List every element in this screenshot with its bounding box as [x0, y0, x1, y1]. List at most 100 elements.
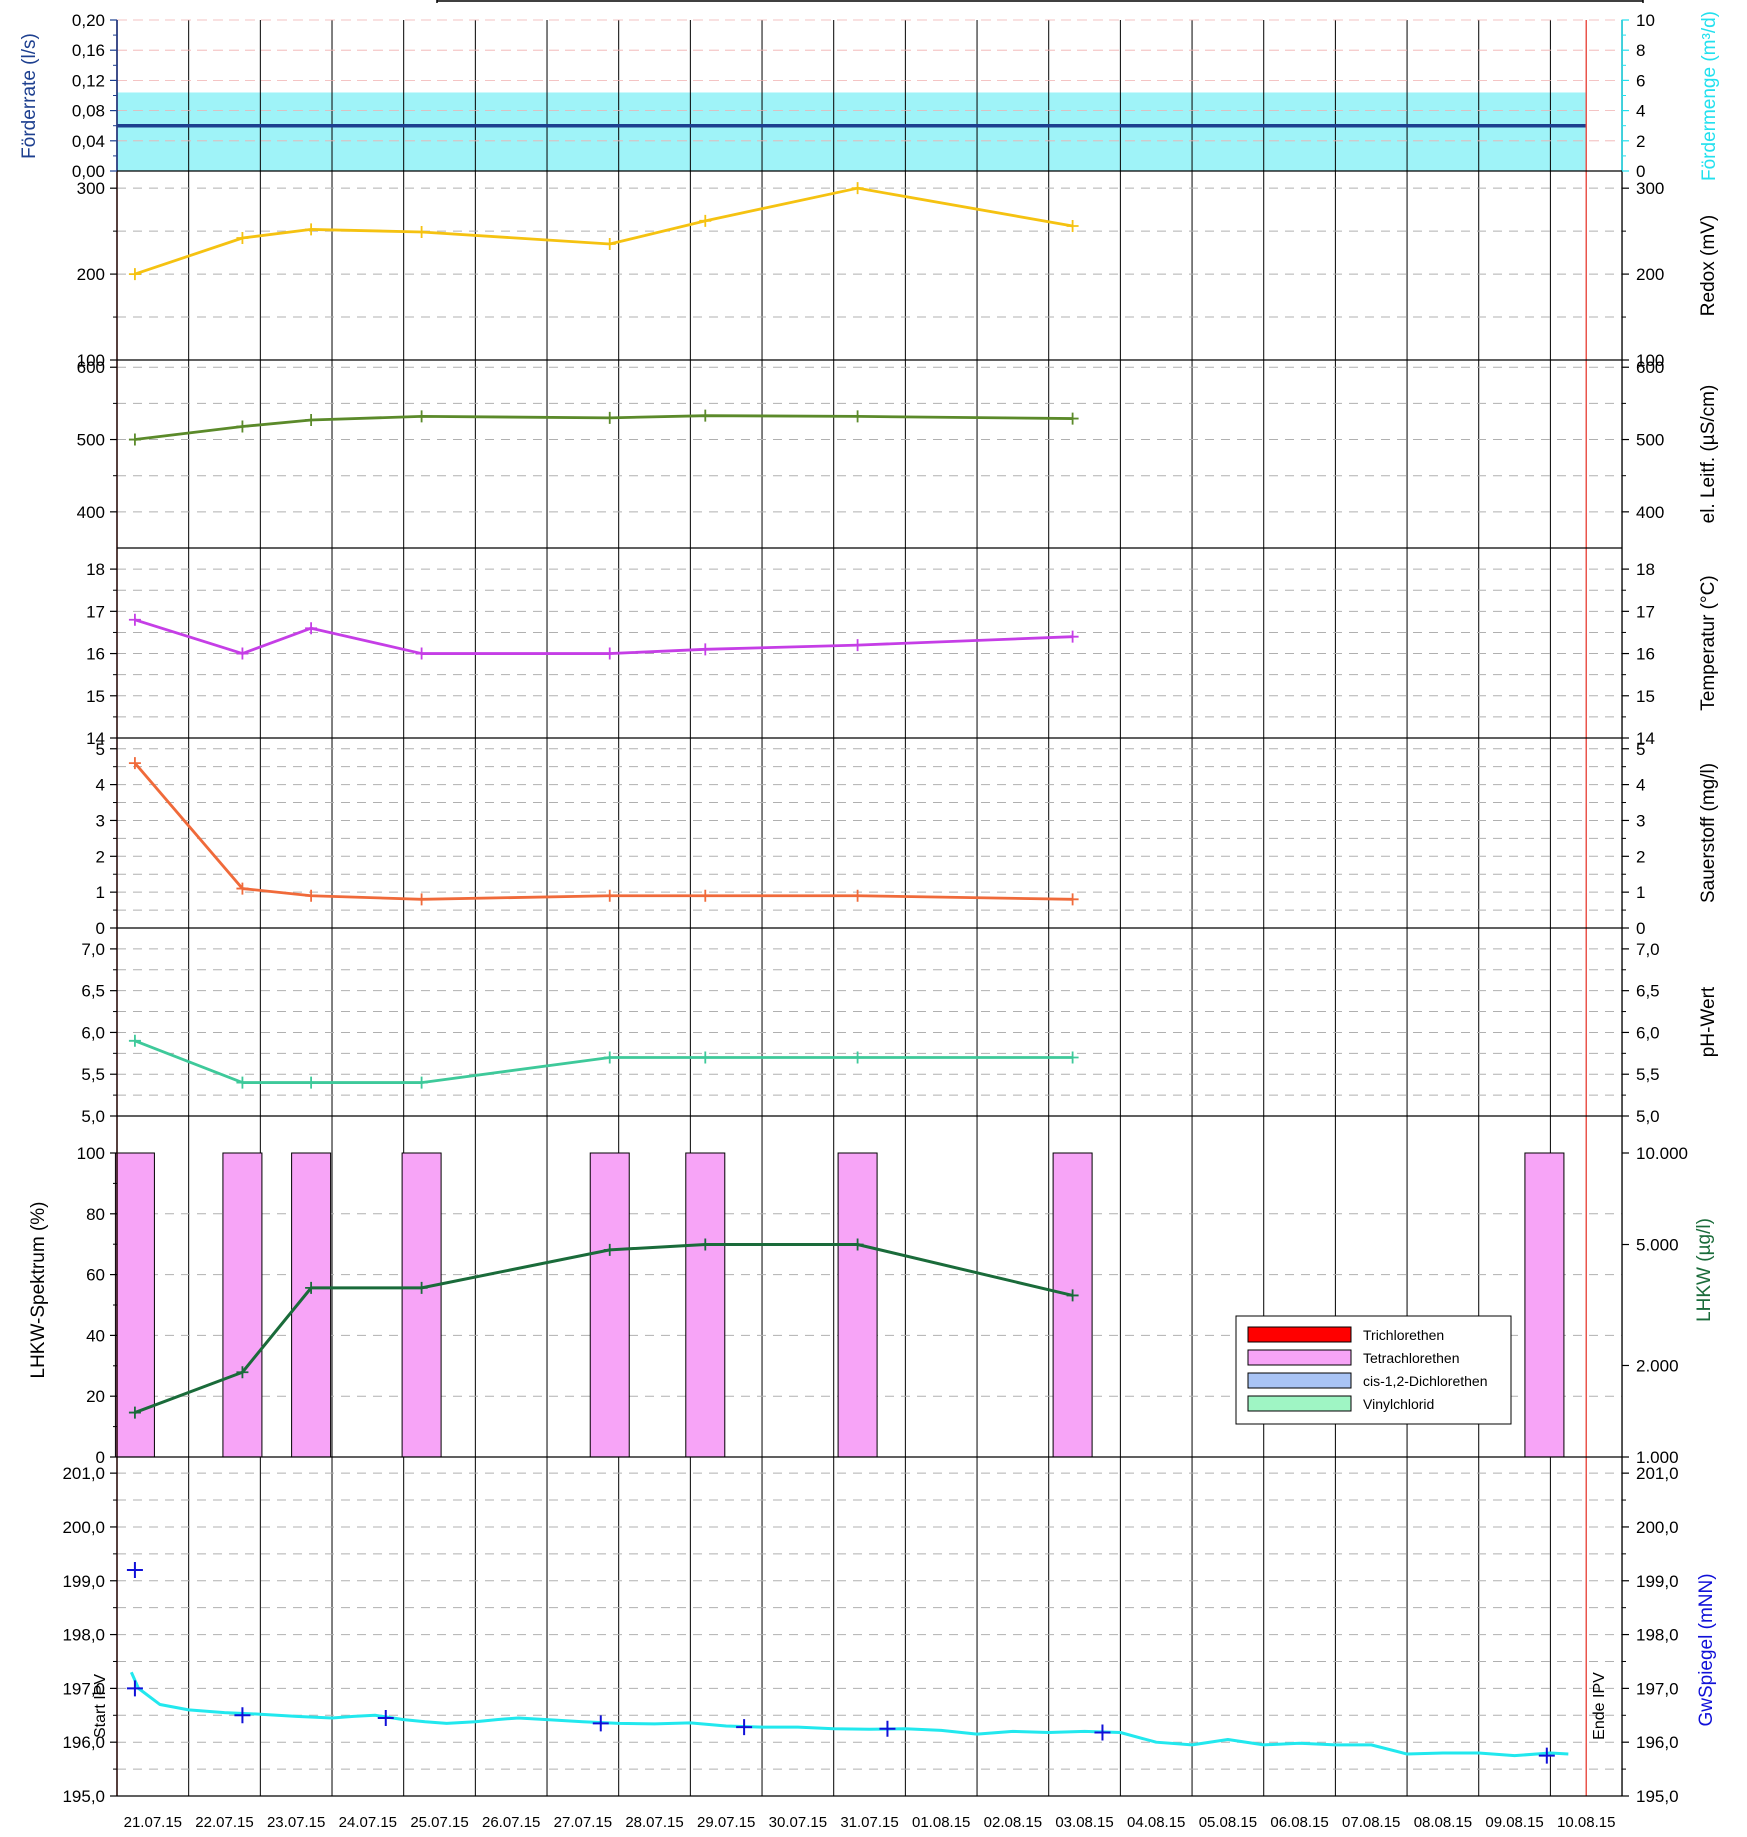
- lhkw-left-tick-label-0: 0: [96, 1448, 105, 1467]
- oxygen-right-tick-label-5: 5: [1636, 740, 1645, 759]
- gw-right-tick-label-3: 198,0: [1636, 1626, 1679, 1645]
- ec-right-tick-label-0: 400: [1636, 503, 1664, 522]
- ec-point-0: [128, 433, 141, 446]
- ec-point-5: [699, 409, 712, 422]
- temp-left-tick-label-4: 18: [86, 560, 105, 579]
- legend-swatch-2: [1247, 1372, 1352, 1389]
- redox-point-6: [851, 182, 864, 195]
- legend-layer: Trichlorethen Tetrachlorethen cis-1,2-Dich…: [1235, 1315, 1512, 1425]
- lhkw-bar-3-0: [401, 1152, 442, 1458]
- gw-left-tick-label-3: 198,0: [62, 1626, 105, 1645]
- redox-right-axis-title: Redox (mV): [1698, 215, 1719, 316]
- lhkw-left-tick-label-5: 100: [77, 1144, 105, 1163]
- gw-right-tick-label-2: 197,0: [1636, 1679, 1679, 1698]
- x-date-label-1: 22.07.15: [195, 1814, 253, 1831]
- lhkw-right-tick-label-2: 5.000: [1636, 1236, 1679, 1255]
- temp-point-0: [128, 613, 141, 626]
- temp-left-tick-label-1: 15: [86, 687, 105, 706]
- flow-right-tick-label-4: 8: [1636, 41, 1645, 60]
- x-date-label-16: 06.08.15: [1270, 1814, 1328, 1831]
- x-date-label-17: 07.08.15: [1342, 1814, 1400, 1831]
- legend-swatch-3: [1247, 1395, 1352, 1412]
- gw-measured-point-5: [736, 1719, 753, 1736]
- x-date-label-5: 26.07.15: [482, 1814, 540, 1831]
- lhkw-total-point-2: [305, 1281, 318, 1294]
- lhkw-bar-4-0: [589, 1152, 630, 1458]
- ph-point-2: [305, 1076, 318, 1089]
- ph-point-3: [415, 1076, 428, 1089]
- oxygen-left-tick-label-4: 4: [96, 776, 105, 795]
- gw-right-tick-label-0: 195,0: [1636, 1787, 1679, 1806]
- oxygen-left-tick-label-2: 2: [96, 847, 105, 866]
- redox-point-5: [699, 214, 712, 227]
- ph-point-7: [1066, 1051, 1079, 1064]
- flow-left-tick-label-0: 0,00: [72, 162, 105, 181]
- lhkw-bar-7-0: [1052, 1152, 1093, 1458]
- gw-measured-point-6: [879, 1720, 896, 1737]
- temp-point-2: [305, 622, 318, 635]
- gw-left-tick-label-6: 201,0: [62, 1464, 105, 1483]
- ec-point-7: [1066, 412, 1079, 425]
- x-date-label-18: 08.08.15: [1414, 1814, 1472, 1831]
- x-date-label-15: 05.08.15: [1199, 1814, 1257, 1831]
- redox-point-2: [305, 223, 318, 236]
- gw-right-tick-label-1: 196,0: [1636, 1733, 1679, 1752]
- temp-right-tick-label-0: 14: [1636, 729, 1655, 748]
- gw-measured-point-2: [234, 1707, 251, 1724]
- lhkw-total-point-3: [415, 1281, 428, 1294]
- temp-left-tick-label-3: 17: [86, 602, 105, 621]
- oxygen-right-tick-label-2: 2: [1636, 847, 1645, 866]
- ec-right-axis-title: el. Leitf. (µS/cm): [1698, 385, 1719, 524]
- x-date-label-20: 10.08.15: [1557, 1814, 1615, 1831]
- ph-right-tick-label-0: 5,0: [1636, 1107, 1660, 1126]
- lhkw-total-line: [134, 1243, 1073, 1414]
- temp-point-4: [603, 647, 616, 660]
- ec-point-6: [851, 410, 864, 423]
- ec-point-1: [236, 420, 249, 433]
- ph-point-4: [603, 1051, 616, 1064]
- ph-left-tick-label-4: 7,0: [81, 940, 105, 959]
- x-date-label-7: 28.07.15: [625, 1814, 683, 1831]
- ec-series-line: [134, 414, 1073, 441]
- redox-right-tick-label-2: 300: [1636, 179, 1664, 198]
- flow-left-tick-label-4: 0,16: [72, 41, 105, 60]
- temp-series-line: [134, 618, 1073, 655]
- temp-right-axis-title: Temperatur (°C): [1698, 575, 1719, 710]
- text-layer: 21.07.15 22.07.15 23.07.15 24.07.15 25.07.15…: [19, 11, 1720, 1831]
- redox-point-3: [415, 225, 428, 238]
- ec-left-tick-label-0: 400: [77, 503, 105, 522]
- legend-label-2: cis-1,2-Dichlorethen: [1363, 1373, 1488, 1389]
- gw-left-tick-label-0: 195,0: [62, 1787, 105, 1806]
- x-date-label-11: 01.08.15: [912, 1814, 970, 1831]
- temp-point-3: [415, 647, 428, 660]
- temp-point-5: [699, 643, 712, 656]
- oxygen-point-4: [603, 889, 616, 902]
- oxygen-right-tick-label-1: 1: [1636, 883, 1645, 902]
- flow-left-axis-title: Förderrate (l/s): [19, 33, 40, 159]
- flow-right-axis-title: Fördermenge (m³/d): [1699, 11, 1720, 181]
- ph-right-tick-label-1: 5,5: [1636, 1065, 1660, 1084]
- redox-right-tick-label-0: 100: [1636, 351, 1664, 370]
- x-date-label-13: 03.08.15: [1055, 1814, 1113, 1831]
- gw-right-tick-label-5: 200,0: [1636, 1518, 1679, 1537]
- temp-left-tick-label-2: 16: [86, 645, 105, 664]
- ph-right-tick-label-4: 7,0: [1636, 940, 1660, 959]
- ph-right-tick-label-2: 6,0: [1636, 1023, 1660, 1042]
- lhkw-left-tick-label-1: 20: [86, 1387, 105, 1406]
- oxygen-left-tick-label-5: 5: [96, 740, 105, 759]
- temp-right-tick-label-4: 18: [1636, 560, 1655, 579]
- ec-right-tick-label-2: 600: [1636, 358, 1664, 377]
- legend-swatch-0: [1247, 1326, 1352, 1343]
- lhkw-left-tick-label-2: 40: [86, 1326, 105, 1345]
- gw-measured-point-3: [377, 1709, 394, 1726]
- flow-left-tick-label-3: 0,12: [72, 71, 105, 90]
- oxygen-left-tick-label-0: 0: [96, 919, 105, 938]
- redox-point-7: [1066, 219, 1079, 232]
- gw-measured-point-4: [592, 1715, 609, 1732]
- lhkw-left-tick-label-4: 80: [86, 1205, 105, 1224]
- x-date-label-2: 23.07.15: [267, 1814, 325, 1831]
- ph-left-tick-label-1: 5,5: [81, 1065, 105, 1084]
- oxygen-point-2: [305, 889, 318, 902]
- oxygen-point-5: [699, 889, 712, 902]
